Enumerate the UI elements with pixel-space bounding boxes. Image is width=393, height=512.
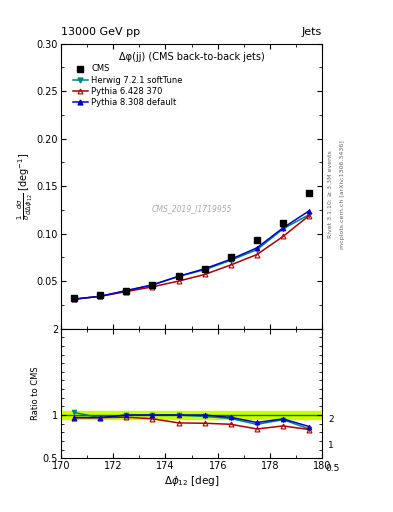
Y-axis label: Ratio to CMS: Ratio to CMS — [31, 367, 40, 420]
Text: Rivet 3.1.10; ≥ 3.3M events: Rivet 3.1.10; ≥ 3.3M events — [328, 151, 333, 239]
X-axis label: $\Delta\phi_{12}$ [deg]: $\Delta\phi_{12}$ [deg] — [164, 474, 219, 488]
Text: CMS_2019_I1719955: CMS_2019_I1719955 — [151, 204, 232, 214]
Text: mcplots.cern.ch [arXiv:1306.3436]: mcplots.cern.ch [arXiv:1306.3436] — [340, 140, 345, 249]
Text: 0.5: 0.5 — [325, 464, 340, 473]
Text: 2: 2 — [328, 415, 334, 424]
Legend: CMS, Herwig 7.2.1 softTune, Pythia 6.428 370, Pythia 8.308 default: CMS, Herwig 7.2.1 softTune, Pythia 6.428… — [70, 62, 185, 109]
Text: 1: 1 — [328, 441, 334, 450]
Bar — [61, 411, 322, 419]
Text: Jets: Jets — [302, 27, 322, 37]
Y-axis label: $\frac{1}{\sigma}\frac{d\sigma}{d\Delta\phi_{12}}$ [deg$^{-1}$]: $\frac{1}{\sigma}\frac{d\sigma}{d\Delta\… — [16, 153, 35, 220]
Text: 13000 GeV pp: 13000 GeV pp — [61, 27, 140, 37]
Text: Δφ(jj) (CMS back-to-back jets): Δφ(jj) (CMS back-to-back jets) — [119, 52, 264, 62]
